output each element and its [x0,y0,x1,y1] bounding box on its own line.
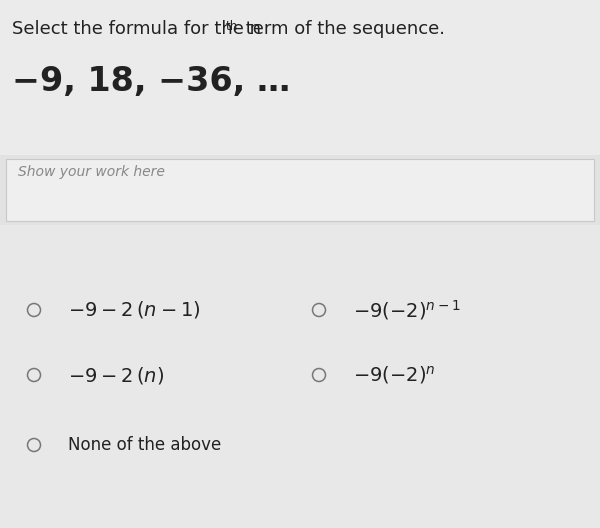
Text: −9, 18, −36, …: −9, 18, −36, … [12,65,290,98]
Text: Select the formula for the n: Select the formula for the n [12,20,261,38]
Text: th: th [226,20,238,33]
FancyBboxPatch shape [6,159,594,221]
Text: $-9-2\,(n)$: $-9-2\,(n)$ [68,364,164,385]
FancyBboxPatch shape [0,225,600,528]
Text: $-9(-2)^{n-1}$: $-9(-2)^{n-1}$ [353,298,461,322]
FancyBboxPatch shape [0,155,600,225]
Text: None of the above: None of the above [68,436,221,454]
Text: Show your work here: Show your work here [18,165,165,179]
FancyBboxPatch shape [0,0,600,155]
Text: $-9-2\,(n-1)$: $-9-2\,(n-1)$ [68,299,200,320]
Text: $-9(-2)^{n}$: $-9(-2)^{n}$ [353,364,436,386]
Text: term of the sequence.: term of the sequence. [240,20,445,38]
